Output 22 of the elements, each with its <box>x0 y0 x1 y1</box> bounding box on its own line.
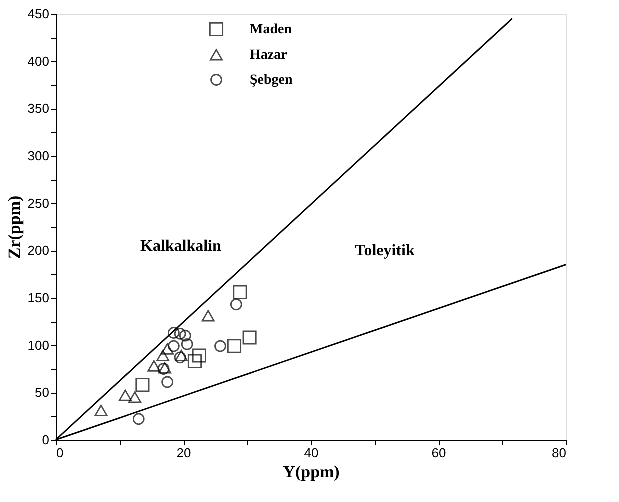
y-tick-label: 100 <box>28 338 50 353</box>
legend-label: Şebgen <box>250 73 293 88</box>
legend-label: Maden <box>250 22 292 38</box>
y-tick-label: 150 <box>28 290 50 306</box>
y-tick-label: 200 <box>28 243 50 258</box>
x-tick-label: 20 <box>176 446 192 460</box>
x-tick-label: 60 <box>432 446 446 460</box>
y-tick-label: 0 <box>42 432 50 448</box>
y-tick-label: 50 <box>35 385 50 400</box>
x-tick-label: 0 <box>56 446 64 460</box>
y-tick-label: 350 <box>28 101 50 116</box>
x-tick-label: 80 <box>552 446 566 460</box>
y-tick-label: 250 <box>28 196 50 211</box>
y-tick-label: 450 <box>28 6 50 22</box>
annotation: Kalkalkalin <box>140 238 222 256</box>
x-tick-label: 40 <box>304 446 319 460</box>
annotation: Toleyitik <box>355 242 415 260</box>
y-tick-label: 300 <box>28 148 50 164</box>
legend-label: Hazar <box>250 48 288 63</box>
y-axis-title: Zr(ppm) <box>4 196 24 260</box>
x-axis-title: Y(ppm) <box>283 462 340 482</box>
y-tick-label: 400 <box>28 54 50 69</box>
